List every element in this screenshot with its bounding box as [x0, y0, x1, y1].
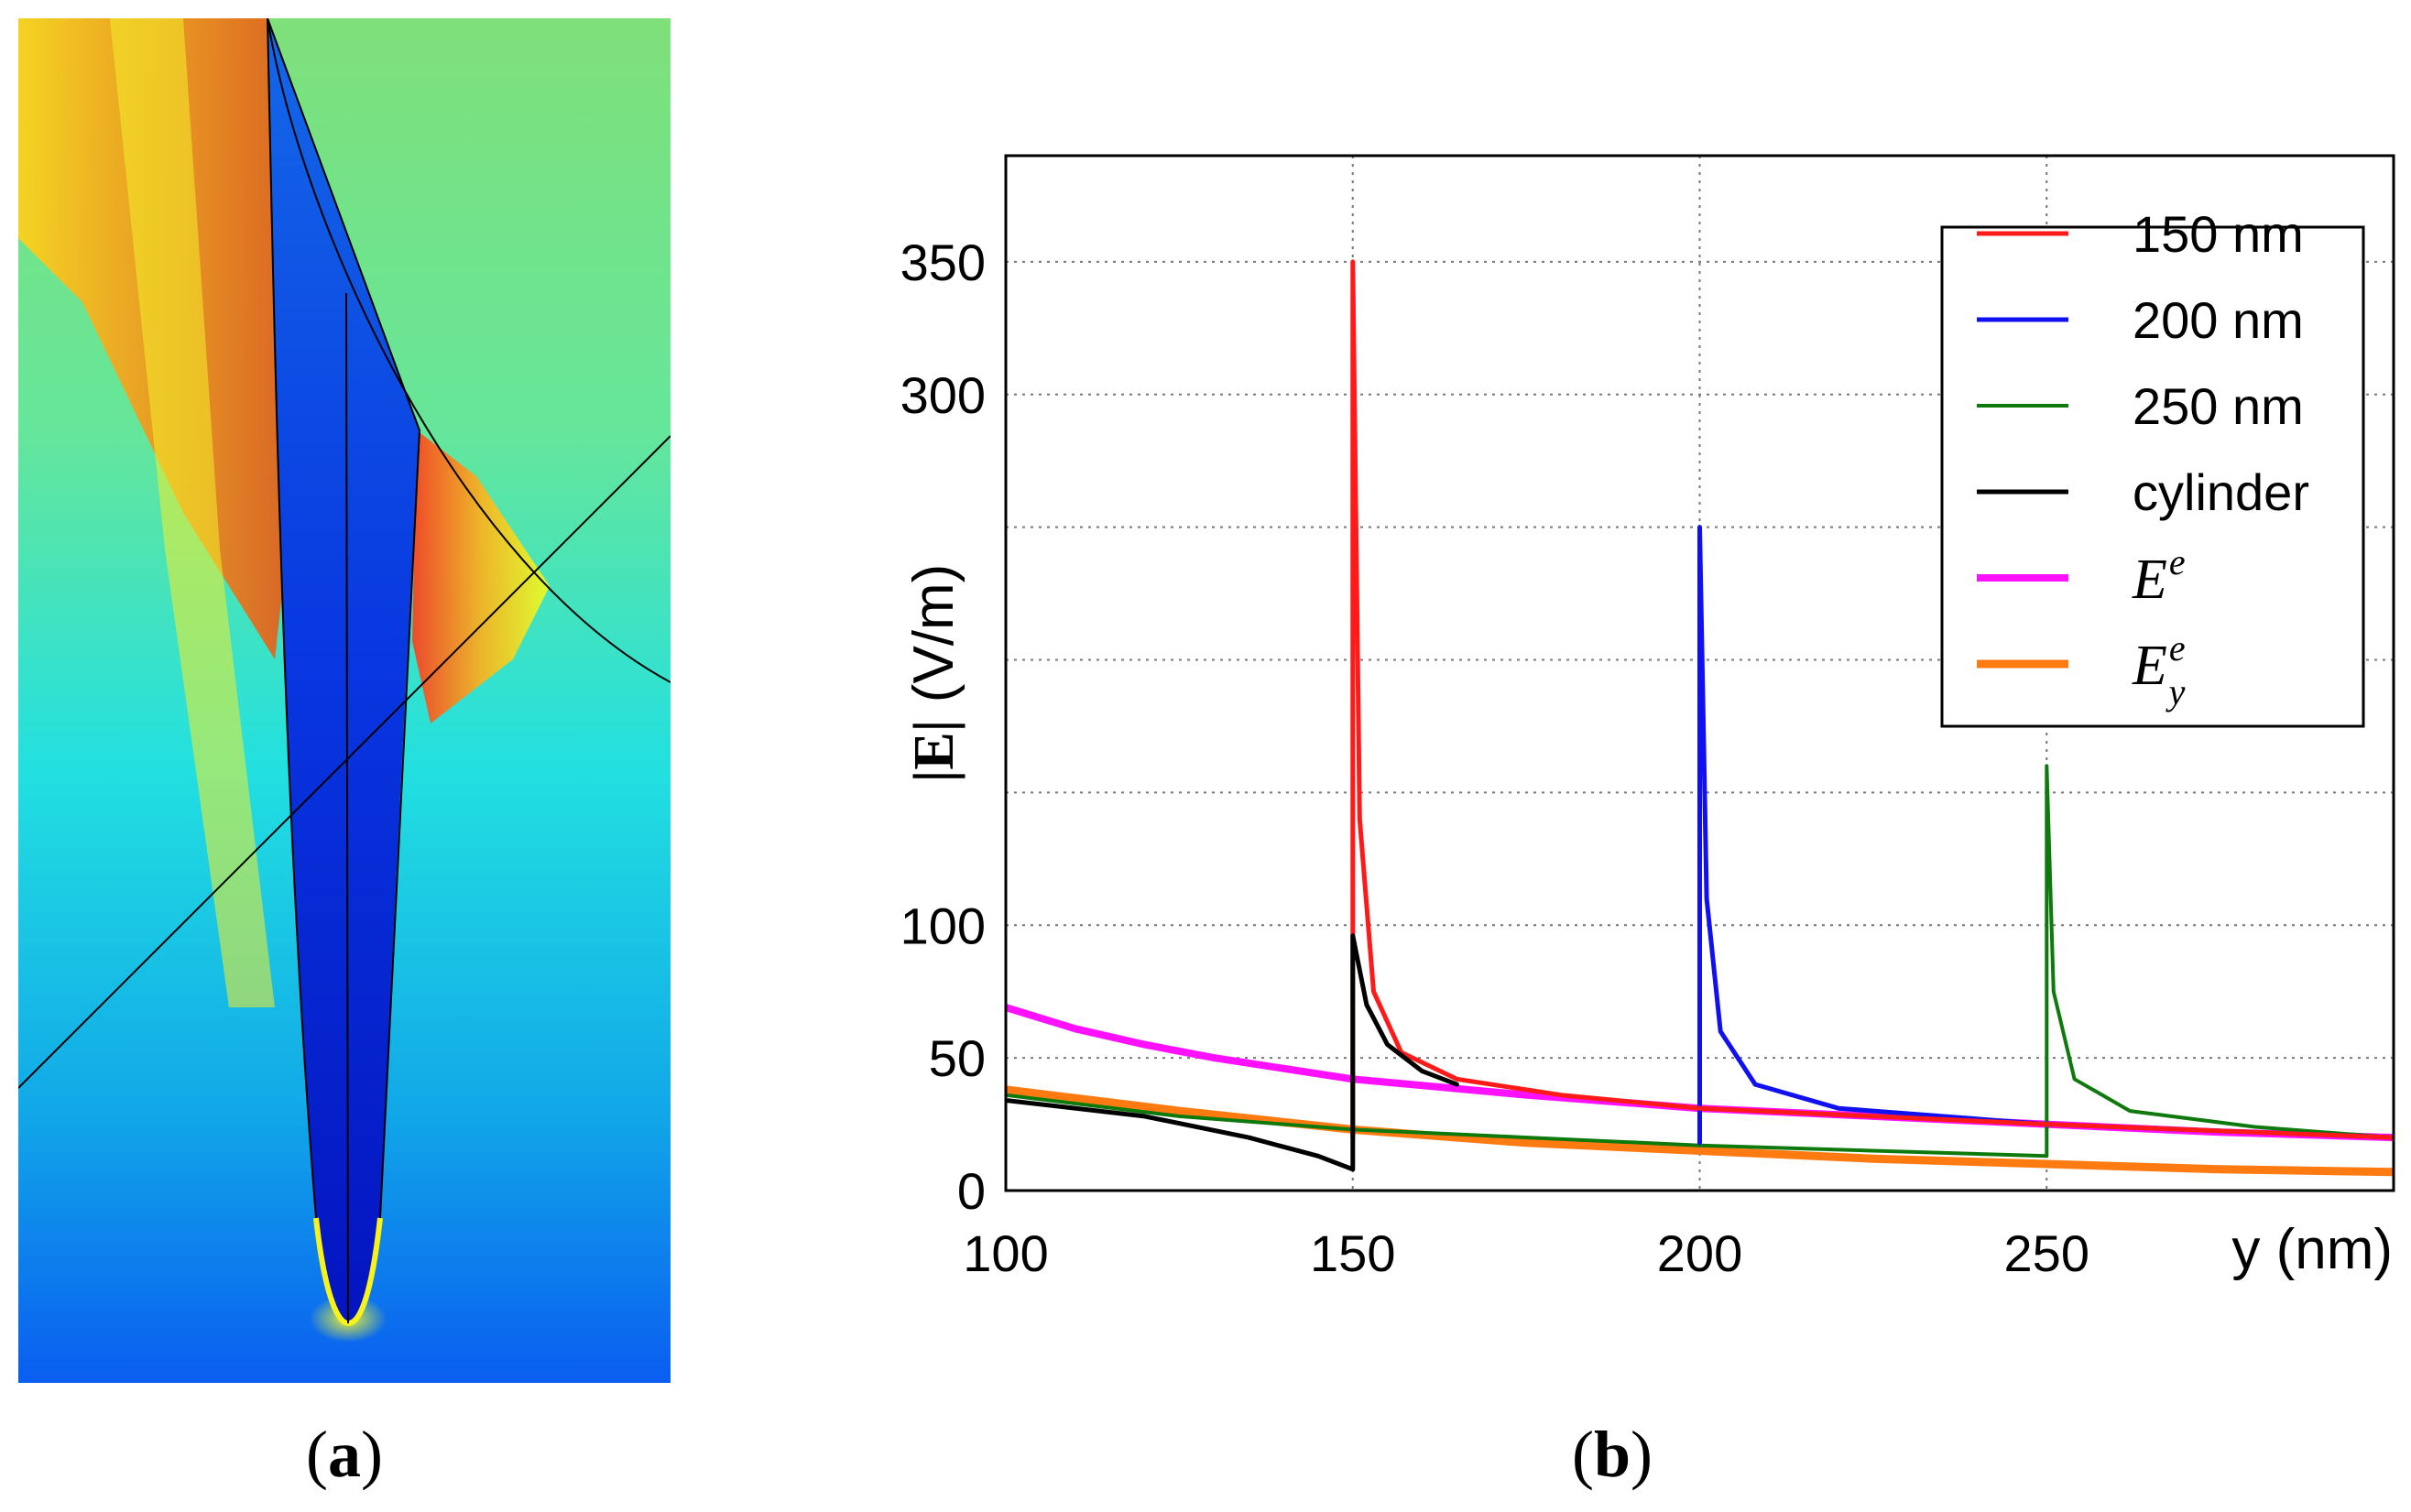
panel-b-open-paren: ( [1572, 1418, 1594, 1491]
shell-arc [267, 18, 671, 683]
legend-label-base: E [2132, 635, 2167, 697]
y-axis-label-abs: |E| [903, 720, 965, 783]
field-map-panel [18, 18, 671, 1383]
needle-axis-line [345, 292, 349, 1324]
series-line-250-nm [1006, 764, 2394, 1158]
series-lines [1006, 259, 2394, 1177]
series-line-e-y-e [1006, 1085, 2394, 1177]
legend-label-250-nm: 250 nm [2133, 377, 2304, 435]
y-axis-label: |E| (V/m) [902, 564, 965, 783]
warm-halo-left [110, 18, 275, 1007]
field-magnitude-chart: 100 150 200 250 0 50 100 300 350 y (nm) |E| (V/m… [900, 154, 2395, 1282]
panel-a-close-paren: ) [361, 1418, 383, 1491]
legend-label-200-nm: 200 nm [2133, 291, 2304, 349]
y-tick-label-6: 300 [900, 366, 986, 424]
x-tick-label-0: 100 [963, 1224, 1048, 1282]
series-line-150-nm [1350, 259, 2394, 1140]
panel-b-letter: b [1594, 1418, 1631, 1491]
diagonal-line [18, 435, 671, 1089]
legend-label-sub: y [2166, 671, 2186, 712]
legend-label-150-nm: 150 nm [2133, 205, 2304, 263]
panel-b-close-paren: ) [1631, 1418, 1653, 1491]
x-tick-label-2: 200 [1657, 1224, 1742, 1282]
panel-a-label: (a) [306, 1418, 383, 1491]
y-tick-label-0: 0 [957, 1162, 986, 1220]
legend-label-e-y-e: Ee y [2132, 627, 2186, 712]
x-tick-label-1: 150 [1310, 1224, 1395, 1282]
legend-box [1940, 225, 2365, 728]
series-line-cylinder [1006, 933, 1459, 1172]
legend-label-sup: e [2169, 541, 2186, 582]
legend-label-e-e: Ee [2132, 541, 2186, 611]
y-tick-label-1: 50 [929, 1029, 986, 1087]
panel-a-letter: a [328, 1418, 361, 1491]
panel-b-label: (b) [1572, 1418, 1653, 1491]
panel-a-open-paren: ( [306, 1418, 328, 1491]
y-tick-label-2: 100 [900, 897, 986, 954]
x-axis-label: y (nm) [2231, 1218, 2393, 1281]
y-axis-label-text: |E| (V/m) [902, 564, 965, 783]
legend-label-sup: e [2169, 627, 2186, 669]
legend-label-cylinder: cylinder [2133, 463, 2309, 521]
plot-frame [1004, 154, 2395, 1192]
tick-labels: 100 150 200 250 0 50 100 300 350 [900, 234, 2089, 1282]
legend-label-base: E [2132, 549, 2167, 611]
y-tick-label-7: 350 [900, 234, 986, 291]
x-tick-label-3: 250 [2004, 1224, 2089, 1282]
hot-region-right [412, 430, 550, 723]
y-axis-label-unit: (V/m) [902, 564, 965, 703]
